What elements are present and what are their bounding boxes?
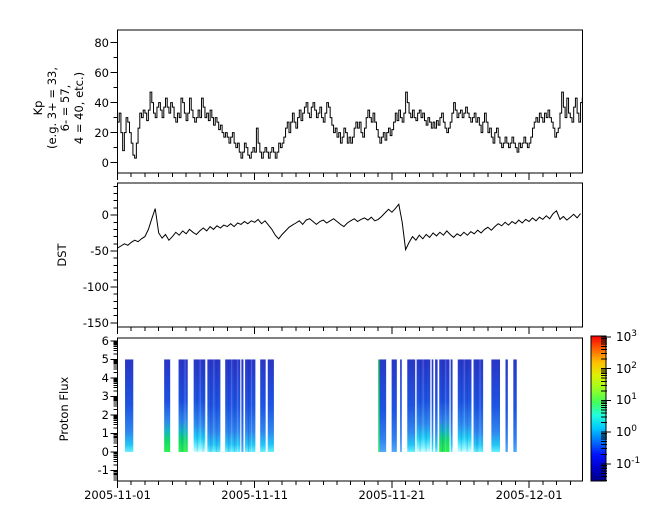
dst-y-ticks (110, 185, 118, 324)
flux-bar (267, 359, 274, 452)
dst-panel-frame (117, 182, 583, 328)
dst-ytick-label: -50 (90, 244, 109, 258)
kp-y-ticks (110, 42, 118, 164)
colorbar-tick-label: 102 (616, 360, 638, 376)
flux-bar (379, 359, 387, 452)
flux-bar (435, 359, 438, 452)
dst-ytick-label: 0 (101, 208, 109, 223)
flux-bar (225, 359, 241, 452)
flux-ytick-label: 4 (101, 370, 109, 385)
kp-step-series (117, 91, 583, 159)
kp-ytick-label: 40 (94, 95, 109, 110)
dst-line-series (117, 203, 581, 252)
x-tick-label: 2005-11-21 (358, 488, 426, 502)
flux-bar (450, 359, 453, 452)
kp-ytick-label: 20 (94, 125, 109, 140)
kp-ytick-label: 60 (94, 65, 109, 80)
flux-bar (416, 359, 431, 452)
flux-bar (241, 359, 244, 452)
colorbar-tick-label: 10-1 (616, 455, 641, 471)
flux-ytick-label: -1 (97, 463, 109, 478)
flux-y-ticks (110, 340, 118, 481)
flux-bar (491, 359, 501, 452)
flux-ytick-label: 2 (101, 407, 109, 422)
x-tick-label: 2005-11-01 (84, 488, 151, 502)
flux-ytick-label: 3 (101, 389, 109, 404)
flux-bar (125, 359, 134, 452)
flux-bar (178, 359, 188, 452)
flux-bar (439, 359, 450, 452)
flux-bar (431, 359, 434, 452)
x-tick-label: 2005-11-11 (221, 488, 289, 502)
x-tick-label: 2005-12-01 (495, 488, 563, 502)
flux-bar (164, 359, 171, 452)
flux-panel-frame (117, 337, 583, 482)
flux-bar (400, 359, 402, 452)
flux-bar (473, 359, 484, 452)
flux-bar (378, 359, 380, 452)
colorbar-ticks (601, 336, 611, 481)
flux-bar (260, 359, 266, 452)
flux-bar (513, 359, 517, 452)
flux-bar (193, 359, 206, 452)
dst-ytick-label: -150 (82, 315, 109, 330)
kp-x-ticks (117, 173, 571, 180)
dst-x-ticks (117, 327, 571, 334)
flux-ytick-label: 5 (101, 352, 109, 367)
colorbar-tick-label: 100 (616, 424, 638, 440)
colorbar-frame (590, 335, 607, 482)
kp-ylabel-line: Kp (31, 100, 45, 116)
flux-ytick-label: 1 (101, 426, 109, 441)
colorbar-tick-label: 103 (616, 329, 638, 344)
colorbar-gradient (591, 336, 606, 481)
flux-ytick-label: 0 (101, 444, 109, 459)
flux-bars (125, 359, 517, 452)
flux-bar (391, 359, 397, 452)
colorbar-tick-label: 101 (616, 392, 638, 408)
kp-ytick-label: 0 (101, 155, 109, 170)
kp-panel-frame (117, 29, 583, 174)
flux-bar (505, 359, 508, 452)
flux-bar (245, 359, 256, 452)
kp-ytick-label: 80 (94, 35, 109, 50)
flux-bar (207, 359, 221, 452)
dst-ytick-label: -100 (82, 279, 109, 294)
flux-bar (407, 359, 416, 452)
flux-ytick-label: 6 (101, 333, 109, 348)
flux-x-ticks (117, 481, 571, 488)
flux-bar (457, 359, 472, 452)
